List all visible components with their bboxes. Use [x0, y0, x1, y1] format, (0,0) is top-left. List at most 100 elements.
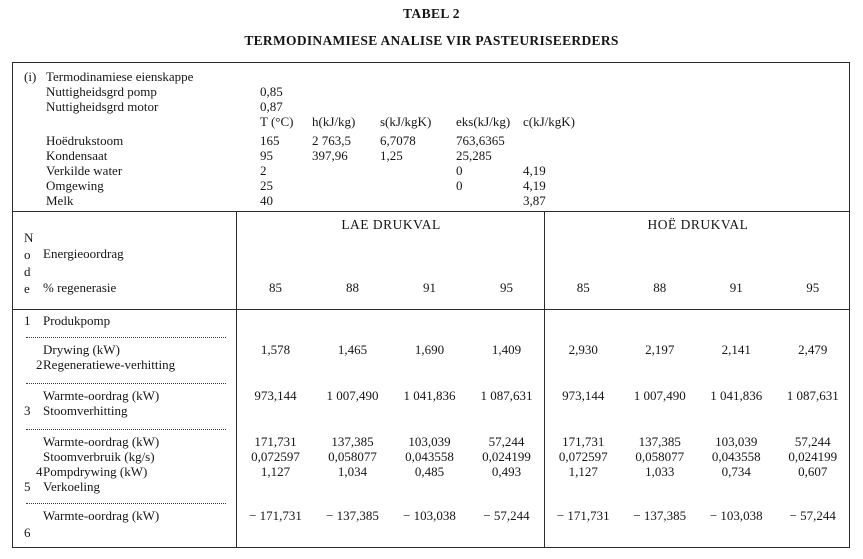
main-table: (i) Termodinamiese eienskappe Nuttigheid… [12, 62, 850, 548]
node-index: 3 [24, 403, 31, 418]
data-cell: 0,058077 [328, 449, 377, 464]
col-header-entropy: s(kJ/kgK) [380, 114, 432, 129]
row-header-energy-transfer: Energieoordrag [43, 246, 124, 261]
data-row-high: 973,144 1 007,490 1 041,836 1 087,631 [545, 388, 851, 404]
data-cell: 137,385 [638, 434, 681, 449]
data-row-high: 2,930 2,197 2,141 2,479 [545, 342, 851, 358]
data-cell: 0,493 [491, 464, 522, 479]
data-cell: 1,465 [337, 342, 368, 357]
efficiency-label-pump: Nuttigheidsgrd pomp [46, 84, 157, 99]
data-cell: − 103,038 [709, 508, 763, 523]
property-value-c: 4,19 [523, 178, 546, 193]
data-cell: 0,072597 [558, 449, 608, 464]
group-header-low-pressure: LAE DRUKVAL [341, 217, 441, 232]
col-header-heat-capacity: c(kJ/kgK) [523, 114, 575, 129]
property-value-s: 1,25 [380, 148, 403, 163]
data-cell: 0,607 [798, 464, 828, 479]
data-cell: 2,930 [568, 342, 598, 357]
property-value-T: 25 [260, 178, 273, 193]
node-label: Produkpomp [43, 313, 111, 328]
efficiency-label-motor: Nuttigheidsgrd motor [46, 99, 159, 114]
data-row-low: 171,731 137,385 103,039 57,244 [237, 434, 545, 450]
dotted-separator [26, 429, 226, 430]
data-cell: 0,024199 [482, 449, 531, 464]
data-cell: 1,034 [337, 464, 368, 479]
percentage-header-cell: 95 [500, 280, 513, 295]
header-divider [13, 309, 849, 310]
percentage-header-cell: 85 [269, 280, 282, 295]
property-value-T: 165 [260, 133, 280, 148]
property-value-s: 6,7078 [380, 133, 416, 148]
percentage-header-cell: 88 [653, 280, 667, 295]
data-row-high: 171,731 137,385 103,039 57,244 [545, 434, 851, 450]
data-cell: − 171,731 [249, 508, 302, 523]
data-cell: 1,127 [260, 464, 291, 479]
row-header-regeneration-pct: % regenerasie [43, 280, 117, 295]
efficiency-value-motor: 0,87 [260, 99, 283, 114]
percentage-header-cell: 85 [576, 280, 590, 295]
data-cell: 1,127 [568, 464, 598, 479]
property-label: Melk [46, 193, 74, 208]
percentage-header-cell: 91 [729, 280, 743, 295]
thermodynamic-properties-section: (i) Termodinamiese eienskappe Nuttigheid… [13, 63, 849, 211]
data-row-high: − 171,731 − 137,385 − 103,038 − 57,244 [545, 508, 851, 524]
dotted-separator [26, 383, 226, 384]
data-row-label: Drywing (kW) [43, 342, 120, 357]
column-divider-middle [544, 211, 545, 547]
node-index: 6 [24, 525, 31, 540]
data-cell: − 57,244 [789, 508, 836, 523]
data-cell: 0,734 [721, 464, 751, 479]
data-cell: 171,731 [254, 434, 297, 449]
data-cell: 973,144 [254, 388, 297, 403]
data-cell: 171,731 [562, 434, 605, 449]
data-cell: 2,197 [645, 342, 675, 357]
property-label: Verkilde water [46, 163, 123, 178]
data-cell: 137,385 [331, 434, 374, 449]
property-value-c: 3,87 [523, 193, 546, 208]
data-cell: 1 007,490 [633, 388, 686, 403]
data-cell: 57,244 [488, 434, 525, 449]
table-number-title: TABEL 2 [403, 6, 460, 21]
percentage-header-cell: 88 [346, 280, 359, 295]
data-row-low: 0,072597 0,058077 0,043558 0,024199 [237, 449, 545, 465]
section-divider [13, 211, 849, 212]
data-cell: 0,024199 [788, 449, 838, 464]
data-cell: − 171,731 [556, 508, 610, 523]
data-cell: 1 041,836 [710, 388, 763, 403]
col-header-exergy: eks(kJ/kg) [456, 114, 511, 129]
percentage-header-row-low: 85 88 91 95 [237, 280, 545, 296]
node-label-char: e [24, 281, 30, 296]
data-cell: 57,244 [794, 434, 831, 449]
percentage-header-row-high: 85 88 91 95 [545, 280, 851, 296]
node-label: Stoomverhitting [43, 403, 128, 418]
column-divider-left [236, 211, 237, 547]
property-label: Omgewing [46, 178, 104, 193]
property-value-T: 95 [260, 148, 273, 163]
percentage-header-cell: 91 [423, 280, 436, 295]
data-cell: 2,479 [798, 342, 828, 357]
property-value-eks: 763,6365 [456, 133, 505, 148]
group-header-high-pressure: HOË DRUKVAL [647, 217, 749, 232]
data-cell: − 137,385 [633, 508, 687, 523]
node-index: 2 [36, 357, 43, 372]
data-cell: − 103,038 [403, 508, 456, 523]
data-row-high: 0,072597 0,058077 0,043558 0,024199 [545, 449, 851, 465]
data-cell: 1,409 [491, 342, 522, 357]
data-row-label: Warmte-oordrag (kW) [43, 388, 160, 403]
node-label-char: N [24, 230, 34, 245]
data-cell: − 137,385 [326, 508, 379, 523]
property-value-eks: 0 [456, 163, 463, 178]
property-value-h: 2 763,5 [312, 133, 351, 148]
property-value-c: 4,19 [523, 163, 546, 178]
data-row-low: 1,578 1,465 1,690 1,409 [237, 342, 545, 358]
property-value-eks: 0 [456, 178, 463, 193]
table-caption-title: TERMODINAMIESE ANALISE VIR PASTEURISEERD… [244, 33, 619, 48]
data-cell: 0,043558 [711, 449, 761, 464]
data-cell: 103,039 [408, 434, 451, 449]
node-label: Regeneratiewe-verhitting [43, 357, 176, 372]
data-cell: 1 041,836 [403, 388, 456, 403]
property-value-T: 2 [260, 163, 267, 178]
data-row-label: Warmte-oordrag (kW) [43, 508, 160, 523]
data-cell: 1 087,631 [480, 388, 533, 403]
